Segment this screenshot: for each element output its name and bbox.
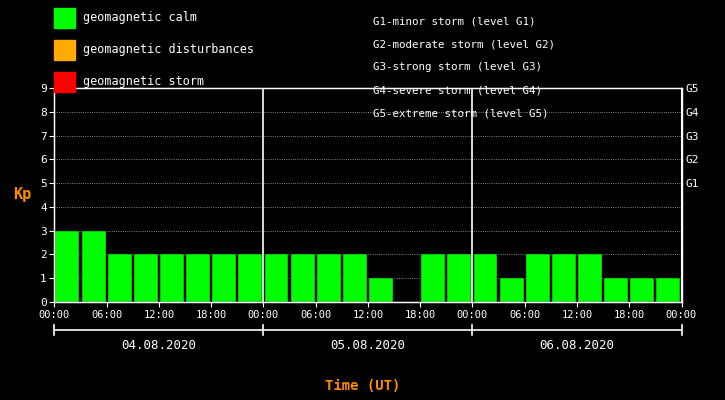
Bar (578, 254, 602, 302)
Text: G4-severe storm (level G4): G4-severe storm (level G4) (373, 86, 542, 96)
Text: G1-minor storm (level G1): G1-minor storm (level G1) (373, 16, 536, 26)
Text: G3-strong storm (level G3): G3-strong storm (level G3) (373, 62, 542, 72)
Bar (604, 278, 628, 302)
Text: geomagnetic calm: geomagnetic calm (83, 12, 197, 24)
Bar (56, 231, 80, 302)
Bar (134, 254, 158, 302)
Bar (369, 278, 393, 302)
Bar (630, 278, 654, 302)
Bar (500, 278, 523, 302)
Bar (343, 254, 367, 302)
Bar (239, 254, 262, 302)
Bar (656, 278, 680, 302)
Bar (473, 254, 497, 302)
Bar (82, 231, 106, 302)
Bar (317, 254, 341, 302)
Bar (291, 254, 315, 302)
Bar (108, 254, 132, 302)
Bar (160, 254, 184, 302)
Text: geomagnetic storm: geomagnetic storm (83, 76, 204, 88)
Text: 04.08.2020: 04.08.2020 (121, 339, 196, 352)
Text: 06.08.2020: 06.08.2020 (539, 339, 615, 352)
Text: Kp: Kp (12, 188, 31, 202)
Bar (186, 254, 210, 302)
Bar (552, 254, 576, 302)
Bar (265, 254, 289, 302)
Text: geomagnetic disturbances: geomagnetic disturbances (83, 44, 254, 56)
Bar (212, 254, 236, 302)
Bar (421, 254, 445, 302)
Text: Time (UT): Time (UT) (325, 379, 400, 393)
Text: G2-moderate storm (level G2): G2-moderate storm (level G2) (373, 39, 555, 49)
Bar (526, 254, 550, 302)
Text: 05.08.2020: 05.08.2020 (331, 339, 405, 352)
Text: G5-extreme storm (level G5): G5-extreme storm (level G5) (373, 109, 549, 119)
Bar (447, 254, 471, 302)
